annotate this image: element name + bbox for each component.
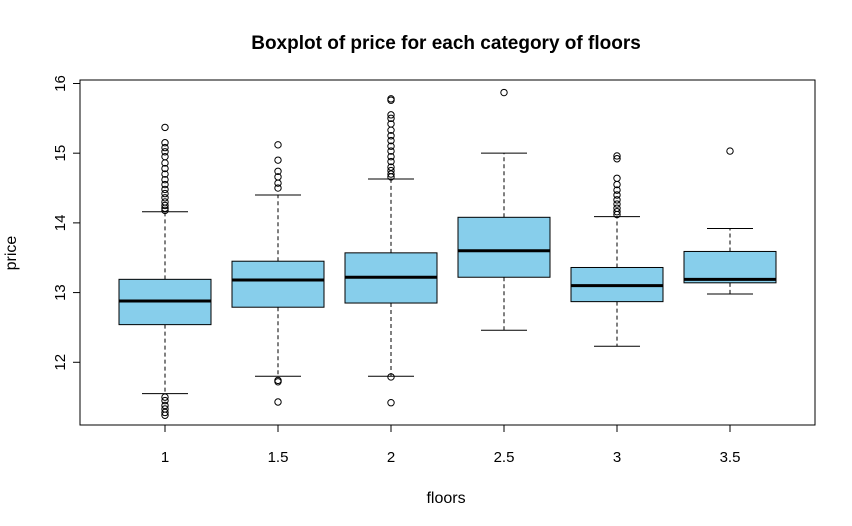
outlier-point [161,194,169,202]
chart-title: Boxplot of price for each category of fl… [251,33,641,54]
outlier-point [613,186,621,194]
outlier-point [500,88,508,97]
outlier-point [613,208,621,216]
x-tick-label: 3 [613,449,621,466]
outlier-point [161,148,169,156]
x-tick-label: 3.5 [720,449,741,466]
outlier-point [613,200,621,208]
outlier-point [161,198,169,206]
outlier-point [387,142,395,150]
box-group-3.5 [683,147,777,295]
iqr-box [231,260,325,308]
y-tick-label: 16 [52,75,69,92]
x-tick-label: 2.5 [494,449,515,466]
outlier-point [387,166,395,175]
outlier-point [161,189,169,198]
outlier-point [613,191,621,199]
y-axis-label: price [3,236,20,271]
y-tick-label: 15 [52,145,69,162]
box-group-3 [570,152,664,347]
x-axis-label: floors [426,490,465,507]
outlier-point [387,136,395,145]
outlier-point [161,408,169,417]
outlier-point [613,204,621,212]
outlier-point [274,156,282,164]
outlier-point [161,401,169,410]
outlier-point [161,123,169,132]
outlier-point [387,95,395,103]
outlier-point [161,139,169,147]
iqr-box [457,216,551,278]
outlier-point [387,111,395,119]
outlier-point [274,167,282,176]
outlier-point [161,206,169,215]
outlier-point [161,143,169,152]
box-group-2.5 [457,88,551,331]
outlier-point [387,120,395,128]
outlier-point [161,164,169,173]
outlier-point [161,185,169,194]
y-tick-label: 12 [52,354,69,371]
outlier-point [161,152,169,161]
outlier-point [613,196,621,204]
box-group-2 [344,95,438,407]
outlier-point [274,141,282,149]
outlier-point [387,398,395,407]
outlier-point [161,396,169,405]
outlier-point [274,398,282,406]
outlier-point [161,180,169,189]
outlier-point [387,147,395,155]
y-tick-label: 13 [52,284,69,301]
x-tick-label: 1.5 [268,449,289,466]
x-tick-label: 1 [161,449,169,466]
outlier-point [387,157,395,166]
chart-marks: 12 13 14 15 16 1 1.5 2 2.5 3 3.5 [52,75,777,466]
outlier-point [387,114,395,123]
outlier-point [161,201,169,210]
outlier-point [161,405,169,413]
outlier-point [387,163,395,171]
y-tick-label: 14 [52,215,69,232]
outlier-point [613,174,621,182]
outlier-point [274,184,282,192]
box-group-1 [118,123,212,419]
box-group-1.5 [231,141,325,406]
outlier-point [161,393,169,401]
iqr-box [683,250,777,284]
plot-frame [79,79,816,426]
outlier-point [274,179,282,187]
outlier-point [613,152,621,160]
outlier-point [274,173,282,181]
outlier-point [387,132,395,140]
outlier-point [274,376,282,385]
outlier-point [387,170,395,178]
x-tick-label: 2 [387,449,395,466]
outlier-point [161,170,169,178]
outlier-point [387,373,395,381]
outlier-point [726,147,734,155]
outlier-point [613,155,621,163]
outlier-point [161,175,169,184]
outlier-point [387,152,395,161]
